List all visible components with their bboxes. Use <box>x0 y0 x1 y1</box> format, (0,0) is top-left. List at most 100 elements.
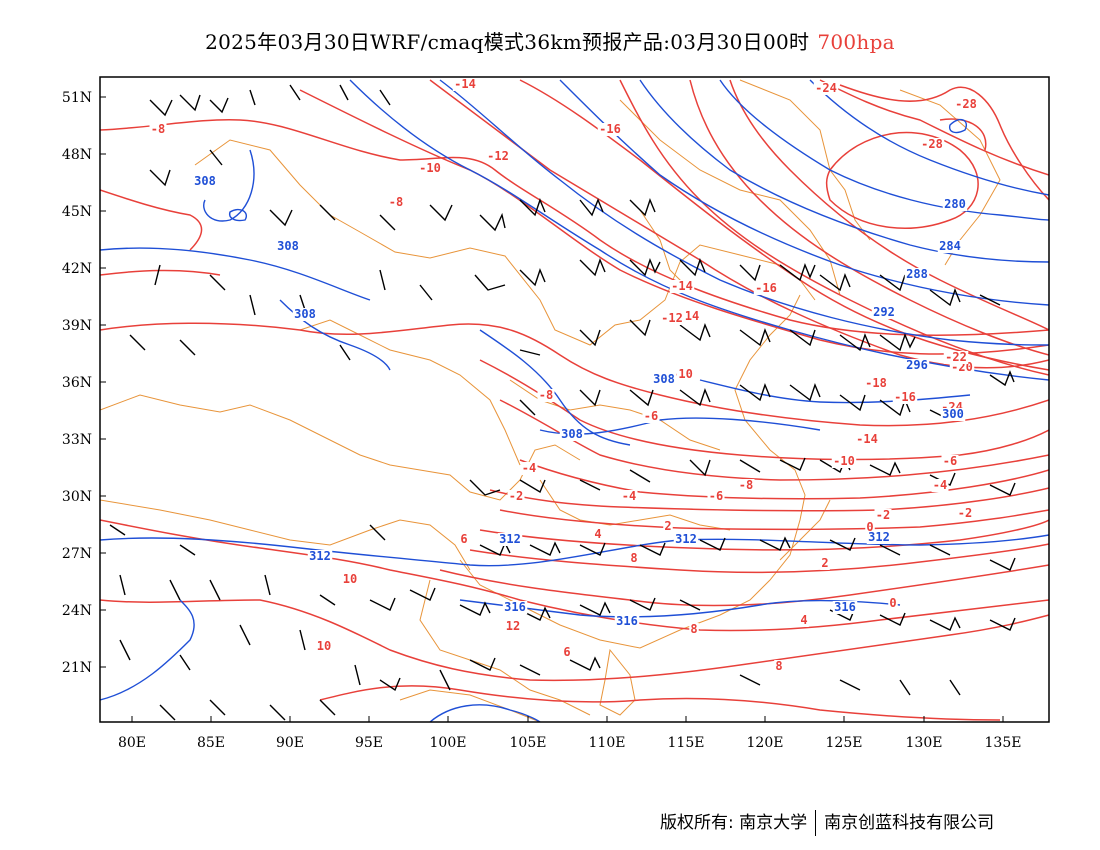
lon-tick-label: 130E <box>906 735 943 751</box>
height-label: 280 <box>944 197 966 211</box>
height-label: 308 <box>194 174 216 188</box>
height-label: 312 <box>868 530 890 544</box>
temperature-label: -8 <box>151 122 165 136</box>
latitude-axis: 51N 48N 45N 42N 39N 36N 33N 30N 27N 24N 21N <box>62 90 106 676</box>
temperature-label: -6 <box>943 454 957 468</box>
temperature-label: -24 <box>815 81 837 95</box>
temperature-label: -12 <box>487 149 509 163</box>
height-label: 312 <box>499 532 521 546</box>
lon-tick-label: 105E <box>510 735 547 751</box>
lat-tick-label: 48N <box>62 147 92 163</box>
height-label: 296 <box>906 358 928 372</box>
footer-divider <box>815 810 817 836</box>
height-label: 316 <box>504 600 526 614</box>
height-label: 284 <box>939 239 961 253</box>
temperature-label: -10 <box>419 161 441 175</box>
temperature-label: 10 <box>343 572 357 586</box>
temperature-label: -12 <box>661 311 683 325</box>
lon-tick-label: 95E <box>355 735 383 751</box>
temperature-label: 6 <box>460 532 467 546</box>
temperature-label: -2 <box>509 489 523 503</box>
lon-tick-label: 135E <box>985 735 1022 751</box>
wind-barbs <box>109 84 1016 721</box>
temperature-label: 14 <box>685 309 699 323</box>
height-label: 308 <box>561 427 583 441</box>
temperature-label: 0 <box>889 596 896 610</box>
temperature-label: -8 <box>539 388 553 402</box>
lat-tick-label: 27N <box>62 546 92 562</box>
chart-title: 2025年03月30日WRF/cmaq模式36km预报产品:03月30日00时 7… <box>0 26 1100 55</box>
temperature-label: -14 <box>454 77 476 91</box>
height-label: 300 <box>942 407 964 421</box>
temperature-label: 10 <box>317 639 331 653</box>
lon-tick-label: 115E <box>668 735 705 751</box>
temperature-label: -4 <box>933 478 947 492</box>
height-label: 316 <box>834 600 856 614</box>
temperature-contours <box>100 79 1049 721</box>
temperature-label: -16 <box>894 390 916 404</box>
lon-tick-label: 125E <box>826 735 863 751</box>
temperature-label: 8 <box>775 659 782 673</box>
height-label: 292 <box>873 305 895 319</box>
geographic-borders <box>100 79 1001 722</box>
copyright-footer: 版权所有: 南京大学 南京创蓝科技有限公司 <box>660 808 994 836</box>
temperature-label: -6 <box>709 489 723 503</box>
temperature-contour-labels: -14-8 -16-24-28-28-10-12-8-14 -16-12 14-10-… <box>149 77 979 673</box>
lat-tick-label: 21N <box>62 660 92 676</box>
temperature-label: -28 <box>955 97 977 111</box>
height-label: 316 <box>616 614 638 628</box>
title-main: 2025年03月30日WRF/cmaq模式36km预报产品:03月30日00时 <box>205 30 810 54</box>
temperature-label: -16 <box>755 281 777 295</box>
temperature-label: -8 <box>389 195 403 209</box>
temperature-label: 12 <box>506 619 520 633</box>
temperature-label: 0 <box>866 520 873 534</box>
temperature-label: 6 <box>563 645 570 659</box>
temperature-label: 8 <box>630 551 637 565</box>
lat-tick-label: 33N <box>62 432 92 448</box>
temperature-label: -14 <box>671 279 693 293</box>
lat-tick-label: 39N <box>62 318 92 334</box>
lon-tick-label: 85E <box>197 735 225 751</box>
lat-tick-label: 42N <box>62 261 92 277</box>
temperature-label: -22 <box>945 350 967 364</box>
temperature-label: 4 <box>594 527 601 541</box>
lat-tick-label: 45N <box>62 204 92 220</box>
height-label: 308 <box>294 307 316 321</box>
lon-tick-label: 120E <box>747 735 784 751</box>
lat-tick-label: 30N <box>62 489 92 505</box>
temperature-label: -16 <box>599 122 621 136</box>
temperature-label: -6 <box>644 409 658 423</box>
longitude-axis: 80E 85E 90E 95E 100E 105E 110E 115E 120E 125E 130E… <box>118 716 1022 751</box>
temperature-label: -4 <box>522 461 536 475</box>
lat-tick-label: 24N <box>62 603 92 619</box>
lon-tick-label: 80E <box>118 735 146 751</box>
temperature-label: 8 <box>690 622 697 636</box>
lon-tick-label: 110E <box>589 735 626 751</box>
height-label: 288 <box>906 267 928 281</box>
temperature-label: 4 <box>800 613 807 627</box>
temperature-label: 2 <box>664 519 671 533</box>
temperature-label: -8 <box>739 478 753 492</box>
copyright-left: 版权所有: 南京大学 <box>660 813 808 833</box>
temperature-label: -2 <box>876 508 890 522</box>
height-label: 308 <box>653 372 675 386</box>
copyright-right: 南京创蓝科技有限公司 <box>824 813 995 833</box>
lat-tick-label: 36N <box>62 375 92 391</box>
lat-tick-label: 51N <box>62 90 92 106</box>
temperature-label: -2 <box>958 506 972 520</box>
temperature-label: -10 <box>833 454 855 468</box>
temperature-label: -14 <box>856 432 878 446</box>
height-label: 308 <box>277 239 299 253</box>
temperature-label: -4 <box>622 489 636 503</box>
temperature-label: -18 <box>865 376 887 390</box>
temperature-label: 2 <box>821 556 828 570</box>
temperature-label: -10 <box>671 367 693 381</box>
lon-tick-label: 100E <box>430 735 467 751</box>
map-frame <box>99 76 1050 723</box>
height-label: 312 <box>309 549 331 563</box>
lon-tick-label: 90E <box>276 735 304 751</box>
pressure-level-label: 700hpa <box>817 30 895 54</box>
height-label: 312 <box>675 532 697 546</box>
